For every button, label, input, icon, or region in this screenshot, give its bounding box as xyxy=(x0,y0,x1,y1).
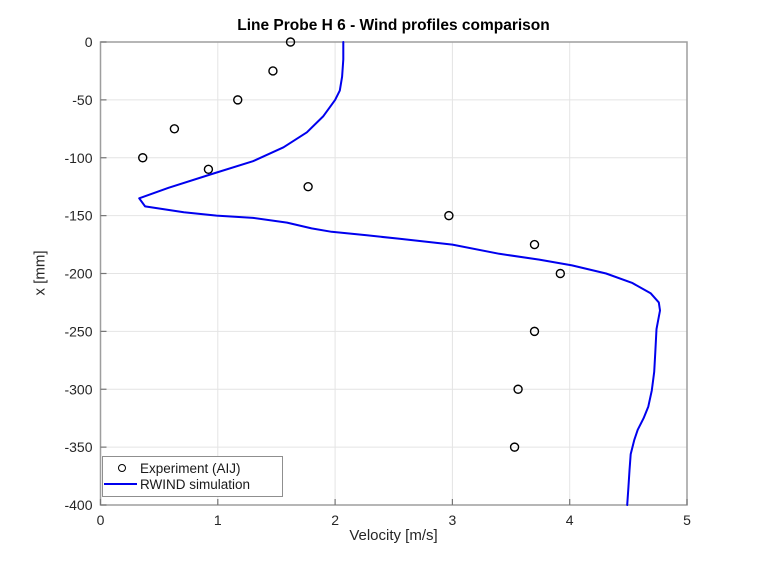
rwind-line-icon xyxy=(104,483,137,485)
legend-marker-cell xyxy=(103,464,140,472)
x-tick-label: 2 xyxy=(331,512,339,528)
y-tick-label: -350 xyxy=(64,439,92,455)
experiment-data-point xyxy=(513,384,523,394)
x-axis-label: Velocity [m/s] xyxy=(349,527,438,544)
y-tick-label: -200 xyxy=(64,266,92,282)
experiment-marker-icon xyxy=(117,464,126,472)
experiment-data-point xyxy=(529,326,540,337)
experiment-data-point xyxy=(285,37,296,47)
experiment-data-point xyxy=(509,442,520,452)
legend-entry-rwind: RWIND simulation xyxy=(103,476,282,492)
x-tick-label: 0 xyxy=(97,512,105,528)
y-axis-label: x [mm] xyxy=(31,250,49,296)
experiment-data-point xyxy=(303,181,313,192)
y-tick-label: -100 xyxy=(64,150,92,166)
experiment-data-point xyxy=(268,66,278,76)
y-tick-label: -300 xyxy=(64,381,92,397)
y-tick-label: -250 xyxy=(64,323,92,339)
experiment-data-point xyxy=(203,164,214,175)
legend-label-experiment: Experiment (AIJ) xyxy=(140,460,241,476)
chart-title: Line Probe H 6 - Wind profiles compariso… xyxy=(237,17,550,34)
x-tick-label: 1 xyxy=(214,512,222,528)
experiment-data-point xyxy=(529,239,540,250)
experiment-data-point xyxy=(444,210,454,221)
legend-entry-experiment: Experiment (AIJ) xyxy=(103,460,282,476)
experiment-data-point xyxy=(169,124,180,134)
y-tick-label: -400 xyxy=(64,497,92,513)
rwind-simulation-line xyxy=(138,41,661,506)
y-tick-label: 0 xyxy=(85,34,93,50)
experiment-data-point xyxy=(233,95,243,105)
y-tick-label: -150 xyxy=(64,208,92,224)
experiment-data-point xyxy=(555,268,566,279)
experiment-data-point xyxy=(138,153,148,163)
legend-label-rwind: RWIND simulation xyxy=(140,476,251,492)
x-tick-label: 5 xyxy=(683,512,691,528)
x-tick-label: 3 xyxy=(449,512,457,528)
legend-marker-cell xyxy=(103,483,140,485)
y-tick-label: -50 xyxy=(72,92,92,108)
x-tick-label: 4 xyxy=(566,512,574,528)
legend-box: Experiment (AIJ) RWIND simulation xyxy=(102,456,283,497)
